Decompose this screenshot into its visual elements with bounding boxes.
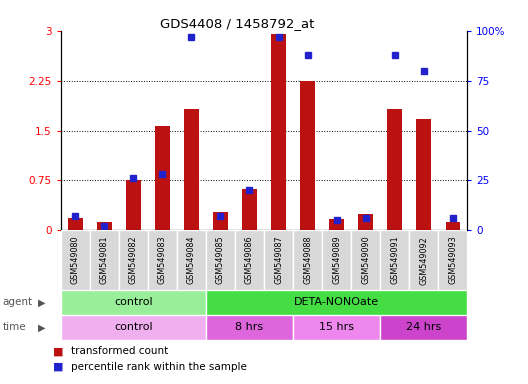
Text: agent: agent	[3, 297, 33, 308]
FancyBboxPatch shape	[409, 230, 438, 290]
Bar	[213, 212, 228, 230]
Text: GSM549087: GSM549087	[274, 236, 283, 285]
FancyBboxPatch shape	[293, 230, 322, 290]
FancyBboxPatch shape	[380, 315, 467, 340]
FancyBboxPatch shape	[61, 290, 206, 315]
Text: GSM549089: GSM549089	[332, 236, 341, 285]
Text: GSM549083: GSM549083	[158, 236, 167, 285]
Text: ■: ■	[53, 362, 63, 372]
Text: GSM549085: GSM549085	[216, 236, 225, 285]
Text: GSM549086: GSM549086	[245, 236, 254, 285]
Text: 8 hrs: 8 hrs	[235, 322, 263, 333]
Text: time: time	[3, 322, 26, 333]
Text: GSM549081: GSM549081	[100, 236, 109, 285]
Bar	[184, 109, 199, 230]
Text: DETA-NONOate: DETA-NONOate	[294, 297, 379, 308]
Text: control: control	[114, 297, 153, 308]
FancyBboxPatch shape	[206, 230, 235, 290]
Text: GSM549088: GSM549088	[303, 236, 312, 285]
Bar	[242, 189, 257, 230]
Bar	[155, 126, 169, 230]
Text: ■: ■	[53, 346, 63, 356]
Text: ▶: ▶	[38, 322, 45, 333]
FancyBboxPatch shape	[206, 315, 293, 340]
Text: GSM549084: GSM549084	[187, 236, 196, 285]
Text: GSM549080: GSM549080	[71, 236, 80, 285]
FancyBboxPatch shape	[235, 230, 264, 290]
Text: ▶: ▶	[38, 297, 45, 308]
Bar	[388, 109, 402, 230]
Bar	[68, 218, 82, 230]
FancyBboxPatch shape	[177, 230, 206, 290]
FancyBboxPatch shape	[61, 230, 90, 290]
FancyBboxPatch shape	[90, 230, 119, 290]
Text: GSM549091: GSM549091	[390, 236, 399, 285]
Bar	[359, 214, 373, 230]
FancyBboxPatch shape	[61, 315, 206, 340]
Text: GSM549082: GSM549082	[129, 236, 138, 285]
Bar	[300, 81, 315, 230]
FancyBboxPatch shape	[206, 290, 467, 315]
FancyBboxPatch shape	[380, 230, 409, 290]
Text: control: control	[114, 322, 153, 333]
Text: 15 hrs: 15 hrs	[319, 322, 354, 333]
FancyBboxPatch shape	[351, 230, 380, 290]
Bar	[126, 180, 140, 230]
FancyBboxPatch shape	[148, 230, 177, 290]
Bar	[417, 119, 431, 230]
FancyBboxPatch shape	[264, 230, 293, 290]
Text: GDS4408 / 1458792_at: GDS4408 / 1458792_at	[161, 17, 315, 30]
Text: 24 hrs: 24 hrs	[406, 322, 441, 333]
Bar	[271, 34, 286, 230]
Bar	[97, 222, 111, 230]
Text: GSM549090: GSM549090	[361, 236, 370, 285]
Bar	[329, 219, 344, 230]
FancyBboxPatch shape	[438, 230, 467, 290]
FancyBboxPatch shape	[293, 315, 380, 340]
FancyBboxPatch shape	[322, 230, 351, 290]
Text: transformed count: transformed count	[71, 346, 168, 356]
Text: percentile rank within the sample: percentile rank within the sample	[71, 362, 247, 372]
Bar	[446, 222, 460, 230]
Text: GSM549092: GSM549092	[419, 236, 428, 285]
Text: GSM549093: GSM549093	[448, 236, 457, 285]
FancyBboxPatch shape	[119, 230, 148, 290]
